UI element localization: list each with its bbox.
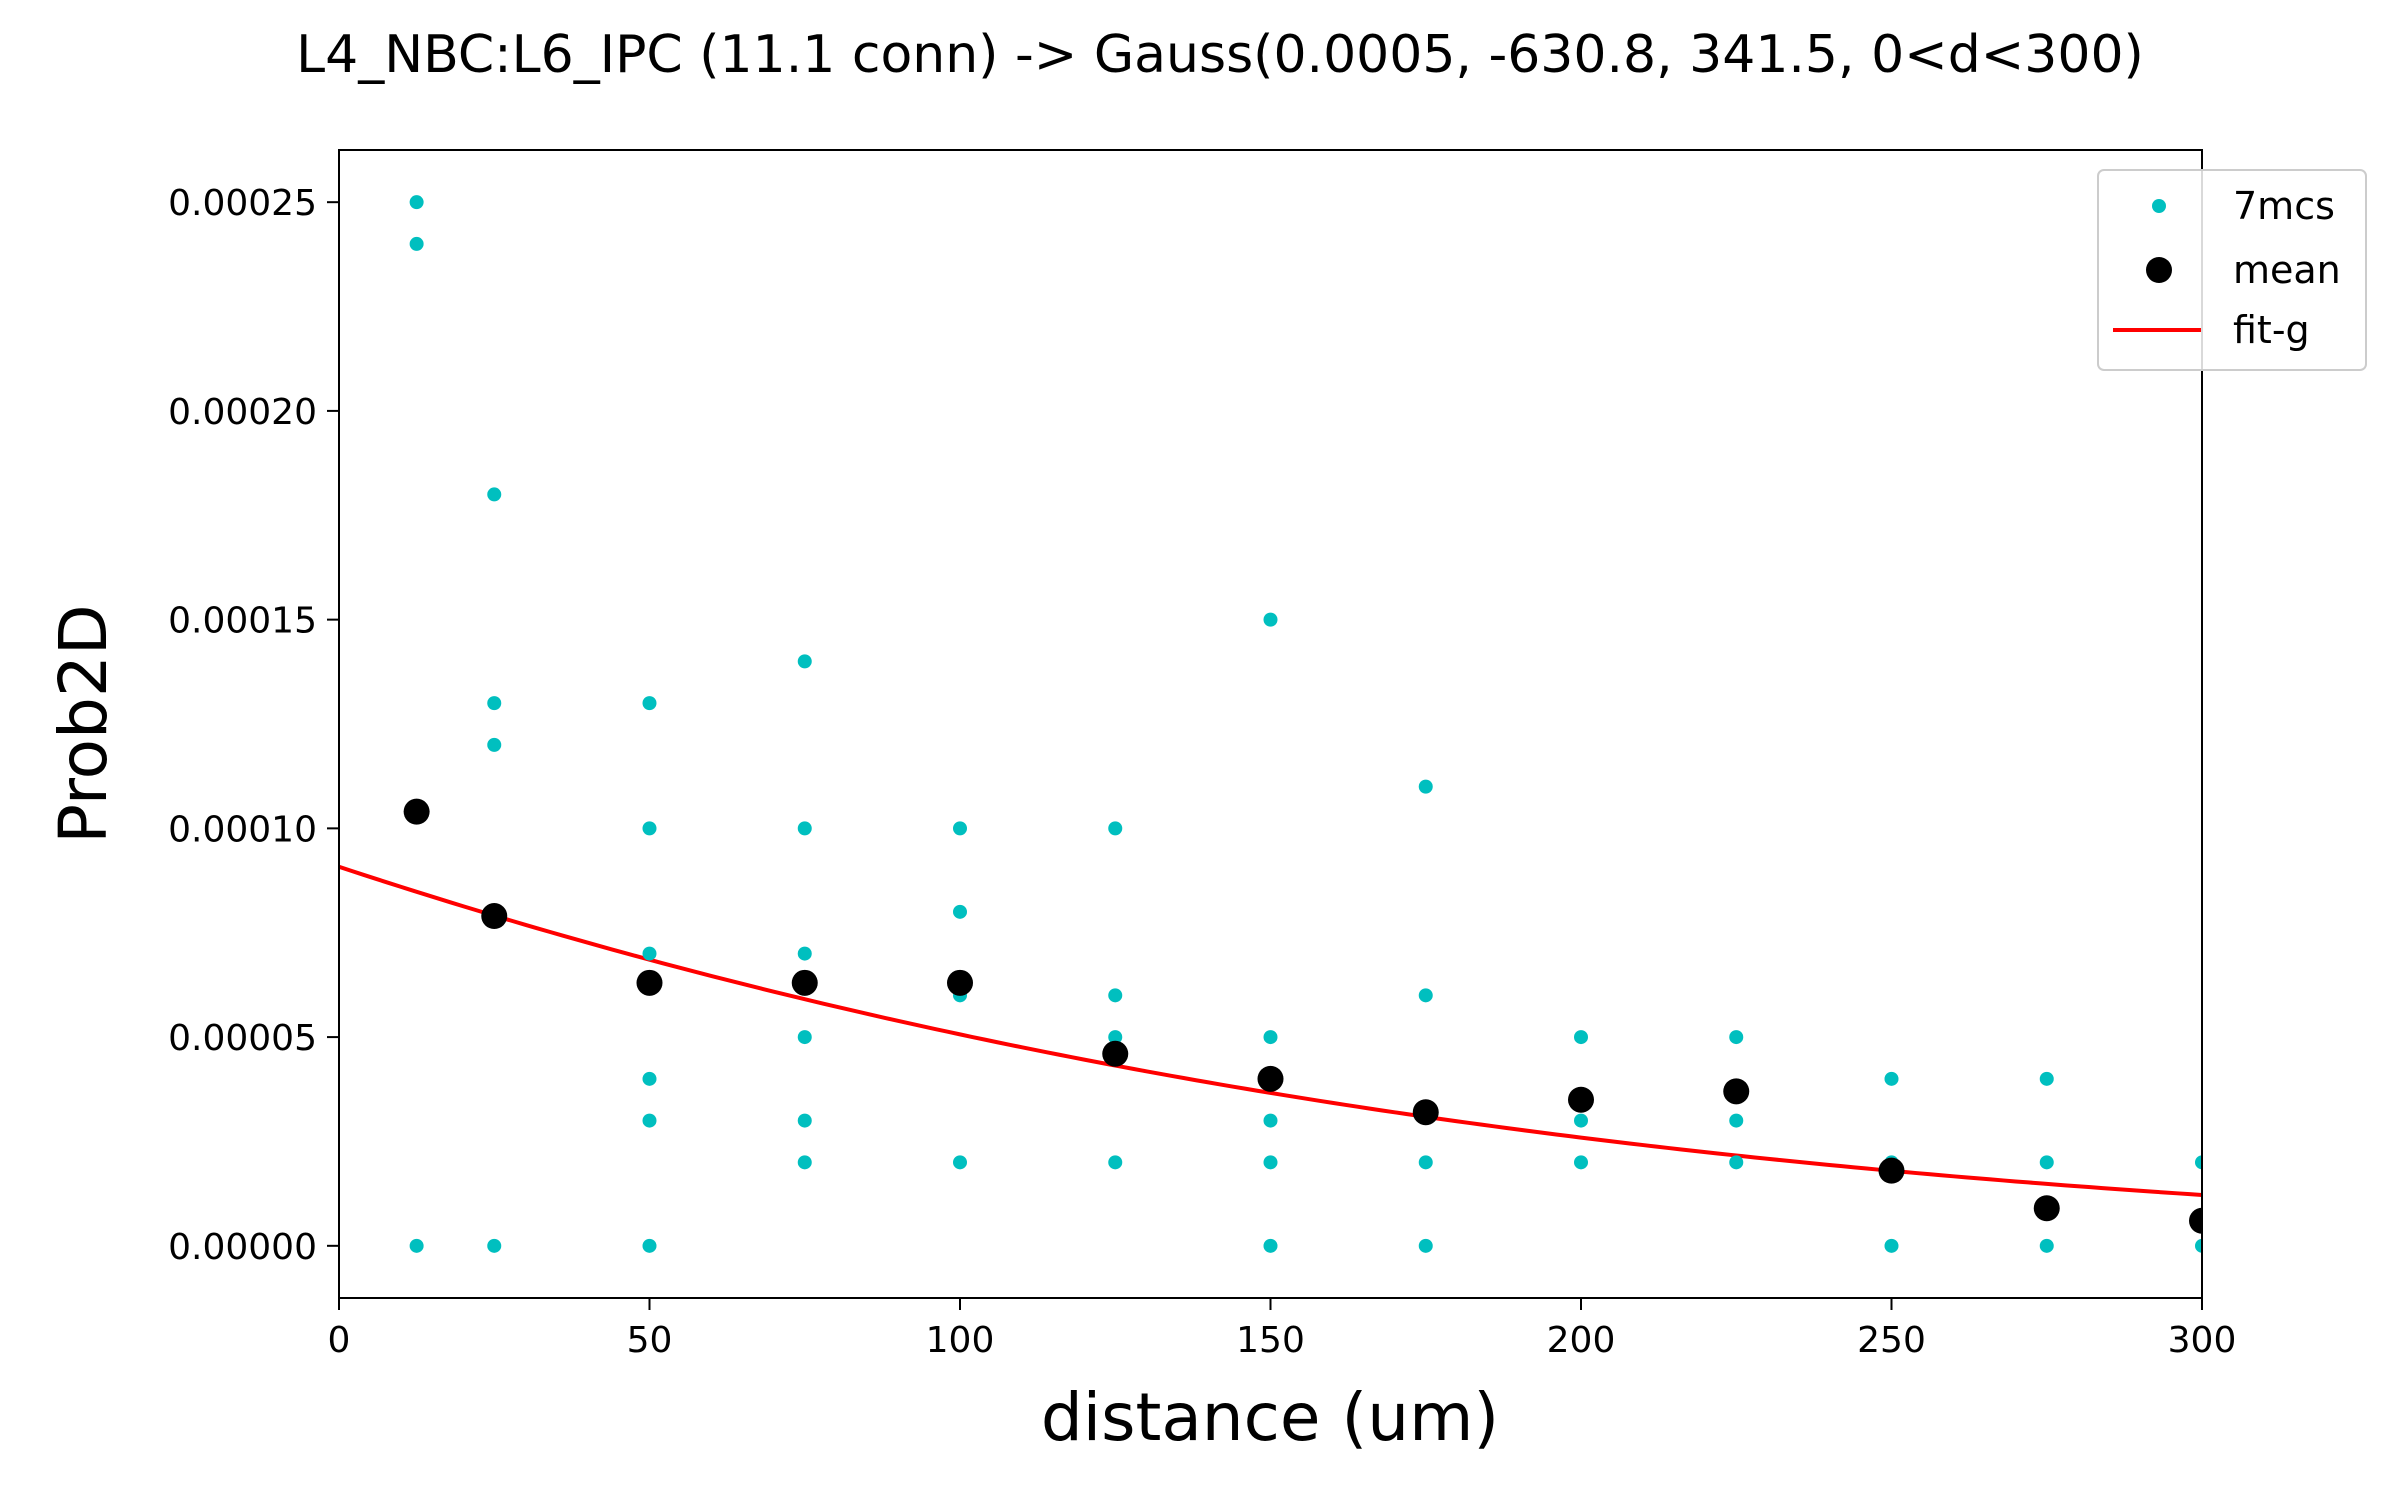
data-point-7mcs [1108,821,1123,836]
data-point-7mcs [2039,1238,2054,1253]
data-point-7mcs [797,1155,812,1170]
data-point-7mcs [642,1238,657,1253]
data-point-mean [1568,1086,1594,1113]
data-point-7mcs [1418,1155,1433,1170]
data-point-7mcs [2039,1071,2054,1086]
data-point-7mcs [1729,1030,1744,1045]
data-point-7mcs [2195,1155,2202,1170]
data-point-7mcs [797,821,812,836]
legend-marker-7mcs [2152,199,2166,213]
x-axis-title: distance (um) [1041,1379,1499,1456]
data-point-7mcs [642,946,657,961]
x-tick-label: 150 [1236,1320,1305,1361]
x-tick-label: 200 [1547,1320,1616,1361]
legend-label-7mcs: 7mcs [2233,184,2335,228]
data-point-7mcs [953,821,967,836]
data-point-7mcs [1263,1238,1278,1253]
data-point-7mcs [487,696,502,711]
data-point-7mcs [642,696,657,711]
data-point-7mcs [1418,779,1433,794]
data-point-mean [1878,1157,1905,1184]
data-point-mean [1102,1040,1129,1067]
data-point-7mcs [1263,1030,1278,1045]
y-tick-label: 0.00025 [168,183,317,224]
data-point-7mcs [953,904,967,919]
data-point-7mcs [1263,612,1278,627]
data-point-mean [481,903,508,930]
data-point-7mcs [1108,1030,1123,1045]
x-axis: 0 50 100 150 200 250 300 [328,1298,2237,1361]
y-tick-label: 0.00015 [168,601,317,642]
data-point-mean [403,798,430,825]
data-point-mean [791,969,818,996]
y-tick-label: 0.00000 [168,1227,317,1268]
data-point-7mcs [1418,988,1433,1003]
data-point-7mcs [1108,988,1123,1003]
data-point-7mcs [487,737,502,752]
data-point-mean [2189,1207,2202,1234]
y-axis: 0.00000 0.00005 0.00010 0.00015 0.00020 0.000… [168,183,339,1268]
data-point-7mcs [797,654,812,669]
plot-data [339,195,2202,1253]
data-point-7mcs [1729,1155,1744,1170]
data-point-7mcs [642,821,657,836]
legend-marker-mean [2146,257,2172,283]
data-point-mean [636,969,663,996]
x-tick-label: 0 [328,1320,351,1361]
legend-label-fit-g: fit-g [2233,308,2310,352]
legend-frame [2097,169,2367,371]
data-point-mean [2033,1195,2060,1222]
data-point-7mcs [1729,1113,1744,1128]
data-point-7mcs [642,1071,657,1086]
data-point-7mcs [797,1030,812,1045]
data-point-7mcs [1884,1071,1899,1086]
data-point-7mcs [409,1238,424,1253]
data-point-7mcs [487,1238,502,1253]
data-point-7mcs [1263,1155,1278,1170]
data-point-7mcs [409,236,424,251]
data-point-7mcs [642,1113,657,1128]
x-tick-label: 300 [2168,1320,2237,1361]
x-tick-label: 250 [1857,1320,1926,1361]
data-point-7mcs [1418,1238,1433,1253]
x-tick-label: 50 [627,1320,673,1361]
data-point-7mcs [1108,1155,1123,1170]
y-axis-title: Prob2D [45,604,122,843]
data-point-7mcs [2039,1155,2054,1170]
data-point-7mcs [487,487,502,502]
legend: 7mcs mean fit-g [2097,169,2367,371]
data-point-7mcs [1263,1113,1278,1128]
data-point-mean [1723,1078,1750,1105]
chart-title: L4_NBC:L6_IPC (11.1 conn) -> Gauss(0.000… [296,25,2144,85]
data-point-7mcs [953,1155,967,1170]
data-point-7mcs [1574,1113,1588,1128]
data-point-mean [1257,1065,1284,1092]
data-point-7mcs [797,946,812,961]
data-point-7mcs [2195,1238,2202,1253]
data-point-7mcs [1574,1155,1588,1170]
y-tick-label: 0.00010 [168,809,317,850]
x-tick-label: 100 [926,1320,995,1361]
data-point-mean [1412,1099,1439,1126]
data-point-7mcs [1884,1238,1899,1253]
legend-label-mean: mean [2233,248,2341,292]
data-point-7mcs [1574,1030,1588,1045]
data-point-7mcs [409,195,424,210]
data-point-mean [947,969,973,996]
y-tick-label: 0.00020 [168,392,317,433]
data-point-7mcs [797,1113,812,1128]
y-tick-label: 0.00005 [168,1018,317,1059]
